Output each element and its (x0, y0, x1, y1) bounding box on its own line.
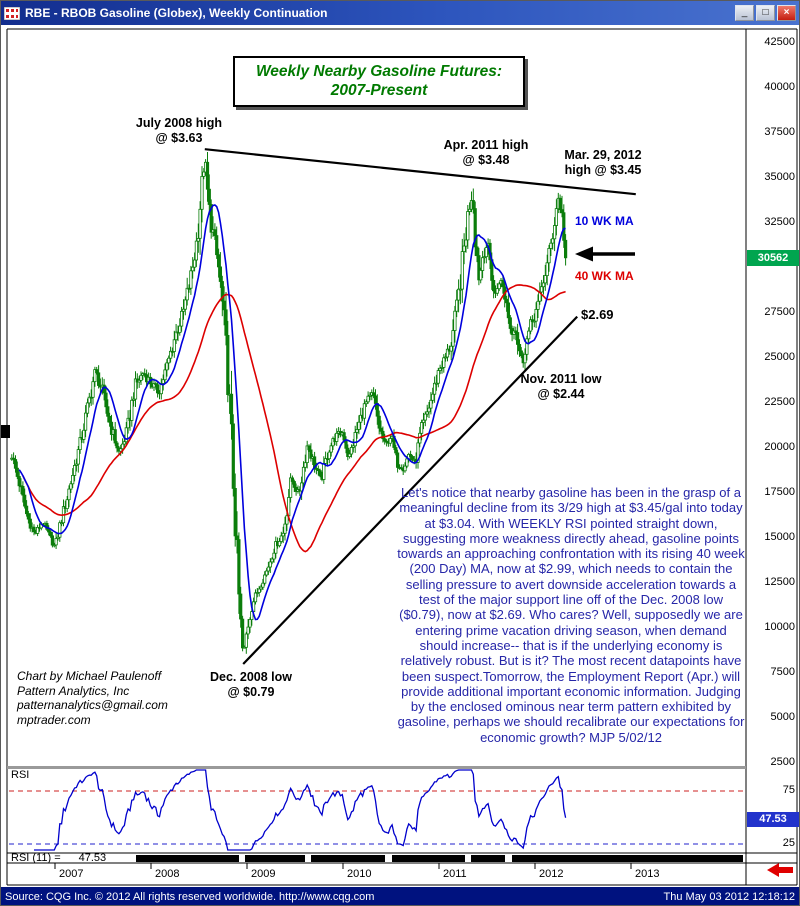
x-axis-year: 2009 (251, 868, 276, 880)
price-axis-label: 15000 (764, 531, 795, 543)
status-source-text: Source: CQG Inc. © 2012 All rights reser… (5, 891, 375, 903)
title-bar[interactable]: RBE - RBOB Gasoline (Globex), Weekly Con… (1, 1, 799, 25)
annotation-line: @ $3.63 (155, 131, 203, 145)
price-axis-label: 37500 (764, 126, 795, 138)
window-controls: _ □ × (735, 5, 796, 21)
scroll-left-arrow[interactable] (765, 861, 795, 879)
price-axis-label: 12500 (764, 576, 795, 588)
x-axis-year: 2007 (59, 868, 84, 880)
credit-line: Pattern Analytics, Inc (17, 683, 130, 698)
app-icon[interactable] (4, 6, 20, 20)
status-timestamp: Thu May 03 2012 12:18:12 (663, 891, 795, 903)
price-axis-label: 2500 (770, 756, 795, 768)
annotation-line: @ $0.79 (227, 685, 275, 699)
chart-title-box: Weekly Nearby Gasoline Futures: 2007-Pre… (233, 56, 525, 107)
price-axis-label: 27500 (764, 306, 795, 318)
chart-title-line2: 2007-Present (330, 82, 428, 99)
credit-line: mptrader.com (17, 712, 91, 727)
rsi-upper-guide-label: 75 (782, 784, 795, 796)
price-axis-label: 22500 (764, 396, 795, 408)
credit-line: patternanalytics@gmail.com (17, 698, 168, 712)
current-price-box: 30562 (747, 250, 799, 266)
annotation-line: Dec. 2008 low (210, 670, 292, 684)
annotation-dec-2008-low: Dec. 2008 low @ $0.79 (181, 670, 321, 700)
price-axis-label: 5000 (770, 711, 795, 723)
price-axis-label: 7500 (770, 666, 795, 678)
status-bar: Source: CQG Inc. © 2012 All rights reser… (1, 887, 799, 905)
price-axis-label: 35000 (764, 171, 795, 183)
rsi-readout: RSI (11) = 47.53 (11, 852, 106, 864)
credit-line: Chart by Michael Paulenoff (17, 669, 162, 683)
support-line-price-label: $2.69 (581, 307, 614, 322)
ma10-label: 10 WK MA (575, 214, 634, 228)
x-axis-year: 2008 (155, 868, 180, 880)
rsi-panel-title: RSI (11, 769, 30, 781)
rsi-value-box: 47.53 (747, 812, 799, 827)
close-button[interactable]: × (777, 5, 796, 21)
price-axis-label: 42500 (764, 36, 795, 48)
annotation-line: July 2008 high (135, 116, 223, 130)
annotation-line: Mar. 29, 2012 (564, 148, 642, 162)
commentary-text: Let's notice that nearby gasoline has be… (397, 485, 745, 745)
annotation-mar-2012-high: Mar. 29, 2012 high @ $3.45 (534, 148, 672, 178)
price-axis-label: 32500 (764, 216, 795, 228)
price-axis-label: 40000 (764, 81, 795, 93)
annotation-july-2008-high: July 2008 high @ $3.63 (109, 116, 249, 146)
rsi-readout-value: 47.53 (78, 852, 107, 864)
chart-title-line1: Weekly Nearby Gasoline Futures: (255, 63, 503, 80)
restore-button[interactable]: □ (756, 5, 775, 21)
minimize-button[interactable]: _ (735, 5, 754, 21)
price-axis-label: 20000 (764, 441, 795, 453)
window-title: RBE - RBOB Gasoline (Globex), Weekly Con… (25, 6, 328, 20)
ma40-label: 40 WK MA (575, 269, 634, 283)
price-axis-label: 25000 (764, 351, 795, 363)
rsi-readout-label: RSI (11) = (11, 852, 61, 864)
annotation-line: Apr. 2011 high (443, 138, 529, 152)
annotation-line: @ $3.48 (462, 153, 510, 167)
rsi-lower-guide-label: 25 (782, 837, 795, 849)
left-edge-marker (1, 425, 10, 438)
chart-credit: Chart by Michael Paulenoff Pattern Analy… (17, 669, 168, 727)
x-axis-year: 2010 (347, 868, 372, 880)
x-axis-year: 2011 (443, 868, 467, 880)
price-axis-label: 17500 (764, 486, 795, 498)
x-axis-year: 2012 (539, 868, 564, 880)
x-axis-year: 2013 (635, 868, 660, 880)
price-axis-label: 10000 (764, 621, 795, 633)
annotation-line: @ $2.44 (537, 387, 585, 401)
annotation-nov-2011-low: Nov. 2011 low @ $2.44 (491, 372, 631, 402)
annotation-line: high @ $3.45 (564, 163, 642, 177)
annotation-line: Nov. 2011 low (520, 372, 602, 386)
annotation-apr-2011-high: Apr. 2011 high @ $3.48 (416, 138, 556, 168)
